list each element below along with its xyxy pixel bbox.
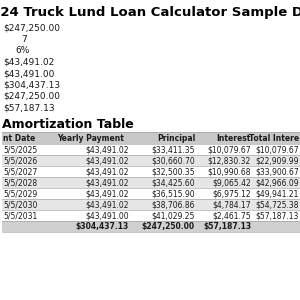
Text: $34,425.60: $34,425.60 xyxy=(152,178,195,188)
Text: $57,187.13: $57,187.13 xyxy=(3,103,55,112)
Bar xyxy=(2,210,300,221)
Bar xyxy=(2,177,300,188)
Text: 5/5/2030: 5/5/2030 xyxy=(3,200,38,209)
Text: $49,941.21: $49,941.21 xyxy=(256,190,299,199)
Text: 5/5/2029: 5/5/2029 xyxy=(3,190,37,199)
Text: $30,660.70: $30,660.70 xyxy=(151,157,195,166)
Text: $33,411.35: $33,411.35 xyxy=(152,146,195,154)
Bar xyxy=(2,132,300,144)
Text: $247,250.00: $247,250.00 xyxy=(3,23,60,32)
Text: $43,491.00: $43,491.00 xyxy=(85,212,129,220)
Text: $43,491.02: $43,491.02 xyxy=(3,58,54,67)
Text: $42,966.09: $42,966.09 xyxy=(255,178,299,188)
Text: $43,491.02: $43,491.02 xyxy=(85,157,129,166)
Text: 7: 7 xyxy=(21,34,27,43)
Text: 5/5/2025: 5/5/2025 xyxy=(3,146,37,154)
Bar xyxy=(2,166,300,177)
Text: $4,784.17: $4,784.17 xyxy=(212,200,251,209)
Text: $43,491.02: $43,491.02 xyxy=(85,146,129,154)
Text: $247,250.00: $247,250.00 xyxy=(3,92,60,101)
Text: $6,975.12: $6,975.12 xyxy=(212,190,251,199)
Text: $10,079.67: $10,079.67 xyxy=(207,146,251,154)
Text: Principal: Principal xyxy=(157,134,195,143)
Text: $43,491.02: $43,491.02 xyxy=(85,167,129,176)
Text: 5/5/2026: 5/5/2026 xyxy=(3,157,37,166)
Text: $57,187.13: $57,187.13 xyxy=(203,223,251,232)
Text: 5/5/2027: 5/5/2027 xyxy=(3,167,37,176)
Bar xyxy=(2,221,300,232)
Text: Interest: Interest xyxy=(217,134,251,143)
Bar xyxy=(2,144,300,155)
Bar xyxy=(2,188,300,199)
Text: Amortization Table: Amortization Table xyxy=(2,118,134,131)
Text: $12,830.32: $12,830.32 xyxy=(208,157,251,166)
Text: 6%: 6% xyxy=(15,46,29,55)
Text: $304,437.13: $304,437.13 xyxy=(76,223,129,232)
Text: $247,250.00: $247,250.00 xyxy=(142,223,195,232)
Text: $33,900.67: $33,900.67 xyxy=(255,167,299,176)
Text: 5/5/2031: 5/5/2031 xyxy=(3,212,37,220)
Text: $41,029.25: $41,029.25 xyxy=(152,212,195,220)
Text: $43,491.02: $43,491.02 xyxy=(85,200,129,209)
Text: $43,491.02: $43,491.02 xyxy=(85,178,129,188)
Text: $36,515.90: $36,515.90 xyxy=(152,190,195,199)
Text: 2024 Truck Lund Loan Calculator Sample Data: 2024 Truck Lund Loan Calculator Sample D… xyxy=(0,6,300,19)
Text: $57,187.13: $57,187.13 xyxy=(256,212,299,220)
Text: $22,909.99: $22,909.99 xyxy=(256,157,299,166)
Text: $10,079.67: $10,079.67 xyxy=(255,146,299,154)
Text: $38,706.86: $38,706.86 xyxy=(152,200,195,209)
Text: nt Date: nt Date xyxy=(3,134,35,143)
Text: $54,725.38: $54,725.38 xyxy=(256,200,299,209)
Text: $304,437.13: $304,437.13 xyxy=(3,80,60,89)
Text: $10,990.68: $10,990.68 xyxy=(208,167,251,176)
Text: Yearly Payment: Yearly Payment xyxy=(58,134,124,143)
Text: $43,491.00: $43,491.00 xyxy=(3,69,54,78)
Text: 5/5/2028: 5/5/2028 xyxy=(3,178,37,188)
Bar xyxy=(2,155,300,166)
Bar xyxy=(2,199,300,210)
Text: $9,065.42: $9,065.42 xyxy=(212,178,251,188)
Text: $2,461.75: $2,461.75 xyxy=(212,212,251,220)
Text: Total Intere: Total Intere xyxy=(249,134,299,143)
Text: $32,500.35: $32,500.35 xyxy=(152,167,195,176)
Text: $43,491.02: $43,491.02 xyxy=(85,190,129,199)
